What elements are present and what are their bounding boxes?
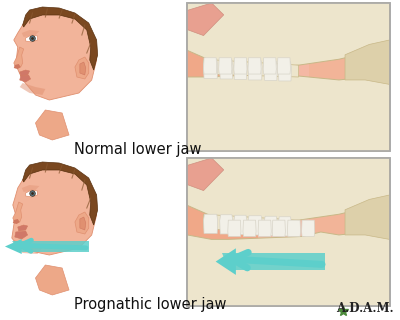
Polygon shape [309, 158, 390, 306]
Polygon shape [234, 215, 247, 235]
Polygon shape [264, 216, 277, 236]
Polygon shape [219, 58, 232, 74]
Polygon shape [36, 110, 69, 140]
Polygon shape [18, 225, 28, 231]
Polygon shape [187, 158, 224, 191]
Polygon shape [26, 190, 38, 197]
Polygon shape [204, 214, 218, 234]
Polygon shape [187, 3, 390, 68]
Polygon shape [14, 64, 21, 69]
Polygon shape [12, 240, 42, 254]
Polygon shape [12, 168, 97, 255]
Polygon shape [14, 13, 97, 100]
Polygon shape [345, 195, 390, 239]
Polygon shape [272, 220, 286, 236]
Polygon shape [20, 70, 30, 76]
Polygon shape [298, 77, 390, 151]
FancyBboxPatch shape [187, 158, 390, 306]
Polygon shape [204, 58, 217, 74]
Polygon shape [5, 239, 22, 254]
Polygon shape [13, 219, 20, 224]
Polygon shape [187, 158, 390, 223]
Polygon shape [80, 62, 86, 75]
Polygon shape [220, 215, 233, 234]
Polygon shape [12, 241, 89, 252]
Polygon shape [278, 62, 292, 81]
Polygon shape [222, 253, 325, 270]
Polygon shape [234, 60, 247, 79]
Polygon shape [309, 3, 390, 151]
Text: Normal lower jaw: Normal lower jaw [74, 142, 202, 157]
Circle shape [30, 36, 35, 41]
Polygon shape [288, 220, 300, 236]
Polygon shape [278, 217, 292, 236]
Polygon shape [216, 248, 236, 275]
Polygon shape [22, 185, 40, 192]
Polygon shape [228, 220, 241, 236]
Circle shape [30, 191, 35, 196]
Polygon shape [248, 61, 262, 80]
Polygon shape [243, 220, 256, 236]
FancyBboxPatch shape [187, 3, 390, 151]
Circle shape [31, 37, 34, 40]
Polygon shape [220, 60, 233, 79]
Polygon shape [187, 158, 258, 306]
Polygon shape [187, 84, 268, 114]
Polygon shape [263, 58, 276, 74]
Polygon shape [302, 220, 315, 236]
Polygon shape [345, 40, 390, 84]
Polygon shape [187, 225, 390, 306]
Polygon shape [26, 35, 38, 42]
Polygon shape [13, 202, 23, 223]
Polygon shape [14, 47, 24, 68]
Polygon shape [36, 265, 69, 295]
Polygon shape [30, 205, 55, 222]
Polygon shape [248, 58, 261, 74]
Polygon shape [20, 75, 30, 82]
Text: Prognathic lower jaw: Prognathic lower jaw [74, 297, 226, 312]
Polygon shape [187, 239, 292, 269]
Polygon shape [22, 30, 40, 37]
Polygon shape [187, 3, 258, 151]
Polygon shape [187, 70, 390, 151]
Polygon shape [204, 59, 218, 78]
Polygon shape [187, 3, 224, 36]
Polygon shape [204, 59, 298, 77]
Polygon shape [264, 61, 277, 81]
Polygon shape [75, 57, 89, 79]
Polygon shape [20, 83, 45, 95]
Polygon shape [248, 216, 262, 235]
Circle shape [31, 192, 34, 195]
Polygon shape [75, 212, 89, 234]
Polygon shape [234, 58, 247, 74]
Polygon shape [23, 7, 98, 70]
Text: A.D.A.M.: A.D.A.M. [336, 301, 394, 315]
Polygon shape [204, 214, 298, 232]
Polygon shape [32, 50, 55, 67]
Polygon shape [277, 58, 290, 74]
Polygon shape [23, 162, 98, 225]
Polygon shape [258, 220, 271, 236]
Polygon shape [298, 232, 390, 306]
Polygon shape [80, 217, 86, 230]
Polygon shape [15, 231, 28, 239]
